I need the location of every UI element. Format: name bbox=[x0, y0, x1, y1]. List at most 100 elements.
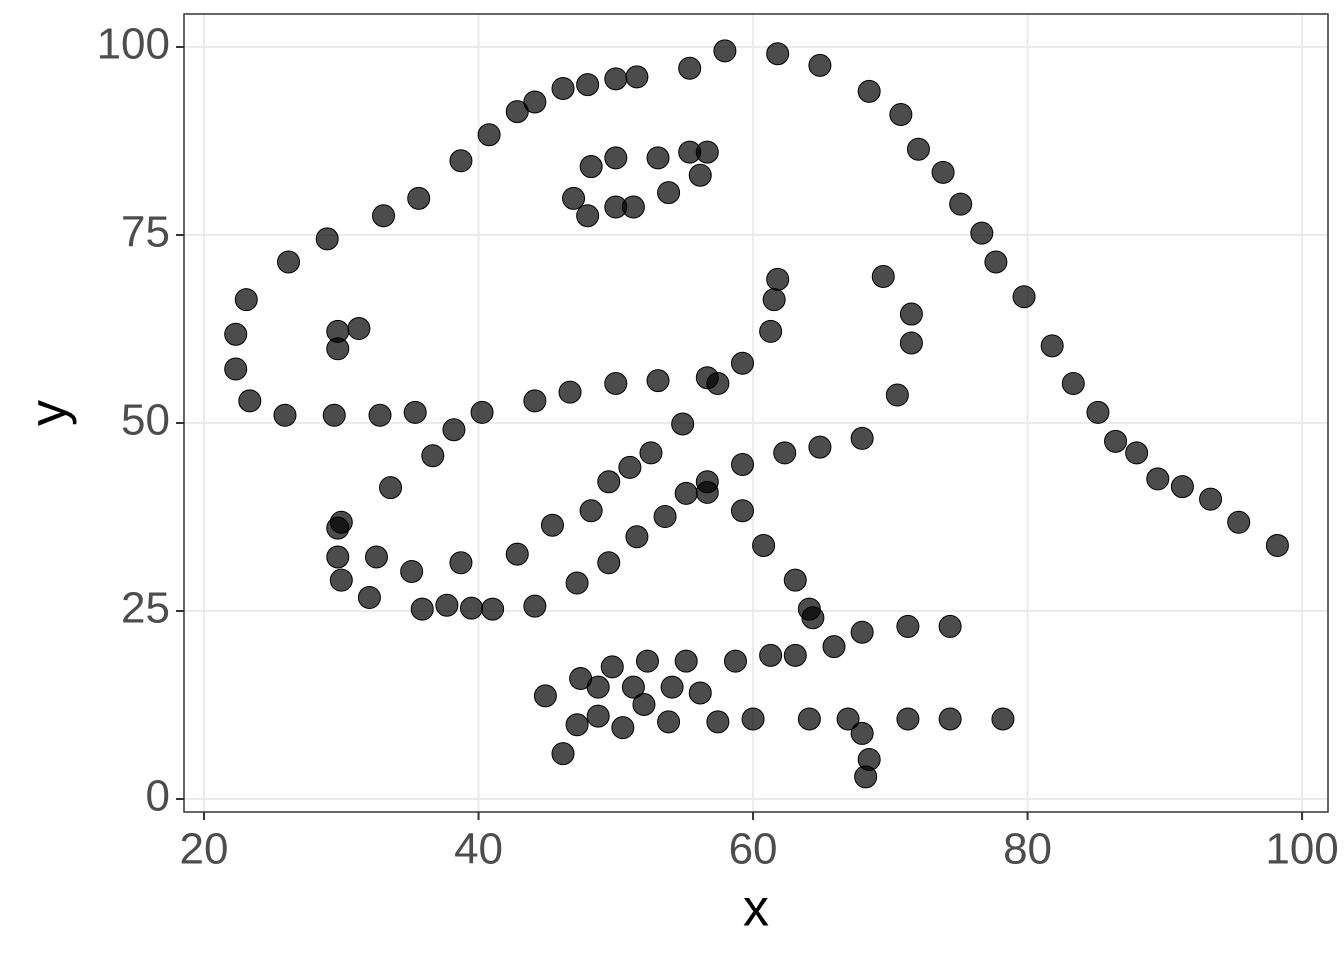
point bbox=[896, 707, 920, 731]
point bbox=[938, 707, 962, 731]
x-tick-label: 20 bbox=[180, 825, 229, 874]
point bbox=[326, 516, 350, 540]
point bbox=[421, 444, 445, 468]
point bbox=[657, 710, 681, 734]
point bbox=[277, 250, 301, 274]
point bbox=[442, 418, 466, 442]
point bbox=[678, 56, 702, 80]
point bbox=[505, 542, 529, 566]
point bbox=[713, 39, 737, 63]
point bbox=[723, 649, 747, 673]
point bbox=[551, 76, 575, 100]
point bbox=[1227, 510, 1251, 534]
point bbox=[238, 389, 262, 413]
point bbox=[991, 707, 1015, 731]
point bbox=[435, 593, 459, 617]
point bbox=[449, 149, 473, 173]
point bbox=[1104, 429, 1128, 453]
point bbox=[368, 403, 392, 427]
point bbox=[586, 704, 610, 728]
point bbox=[657, 181, 681, 205]
point bbox=[1061, 371, 1085, 395]
x-tick-label: 60 bbox=[729, 825, 778, 874]
point bbox=[322, 403, 346, 427]
point bbox=[836, 707, 860, 731]
point bbox=[889, 102, 913, 126]
point bbox=[871, 264, 895, 288]
point bbox=[1146, 467, 1170, 491]
point bbox=[357, 585, 381, 609]
point bbox=[326, 545, 350, 569]
point bbox=[970, 221, 994, 245]
point bbox=[470, 400, 494, 424]
y-axis-label: y bbox=[20, 400, 78, 426]
x-tick-label: 40 bbox=[454, 825, 503, 874]
point bbox=[1125, 441, 1149, 465]
point bbox=[449, 551, 473, 575]
point bbox=[403, 400, 427, 424]
point bbox=[625, 525, 649, 549]
point bbox=[653, 505, 677, 529]
point bbox=[759, 319, 783, 343]
point bbox=[822, 635, 846, 659]
point bbox=[639, 441, 663, 465]
point bbox=[1170, 475, 1194, 499]
point bbox=[688, 163, 712, 187]
point bbox=[635, 649, 659, 673]
point bbox=[611, 716, 635, 740]
point bbox=[938, 614, 962, 638]
point bbox=[850, 721, 874, 745]
point bbox=[931, 160, 955, 184]
y-tick-label: 75 bbox=[121, 208, 170, 257]
point bbox=[896, 614, 920, 638]
point bbox=[273, 403, 297, 427]
plot-background bbox=[184, 14, 1328, 812]
point bbox=[379, 476, 403, 500]
point bbox=[695, 480, 719, 504]
point bbox=[1086, 400, 1110, 424]
point bbox=[783, 643, 807, 667]
point bbox=[621, 675, 645, 699]
point bbox=[604, 371, 628, 395]
x-axis-label: x bbox=[743, 880, 769, 938]
point bbox=[326, 319, 350, 343]
point bbox=[407, 186, 431, 210]
point bbox=[604, 146, 628, 170]
point bbox=[364, 545, 388, 569]
point bbox=[949, 192, 973, 216]
point bbox=[646, 369, 670, 393]
point bbox=[899, 302, 923, 326]
point bbox=[797, 707, 821, 731]
point bbox=[618, 455, 642, 479]
point bbox=[460, 596, 484, 620]
point bbox=[576, 73, 600, 97]
point bbox=[477, 123, 501, 147]
y-tick-label: 50 bbox=[121, 396, 170, 445]
point bbox=[730, 452, 754, 476]
point bbox=[565, 571, 589, 595]
point bbox=[523, 90, 547, 114]
point bbox=[854, 765, 878, 789]
point bbox=[1199, 487, 1223, 511]
point bbox=[1012, 285, 1036, 309]
point bbox=[766, 42, 790, 66]
point bbox=[885, 383, 909, 407]
point bbox=[224, 357, 248, 381]
point bbox=[850, 426, 874, 450]
point bbox=[551, 742, 575, 766]
point bbox=[565, 713, 589, 737]
plot-border bbox=[183, 13, 1329, 813]
point bbox=[523, 594, 547, 618]
point bbox=[730, 499, 754, 523]
point bbox=[1265, 533, 1289, 557]
point bbox=[766, 267, 790, 291]
point bbox=[671, 412, 695, 436]
point bbox=[579, 499, 603, 523]
point bbox=[579, 155, 603, 179]
point bbox=[773, 441, 797, 465]
point bbox=[372, 204, 396, 228]
point bbox=[706, 371, 730, 395]
point bbox=[562, 186, 586, 210]
point bbox=[224, 322, 248, 346]
point bbox=[808, 435, 832, 459]
